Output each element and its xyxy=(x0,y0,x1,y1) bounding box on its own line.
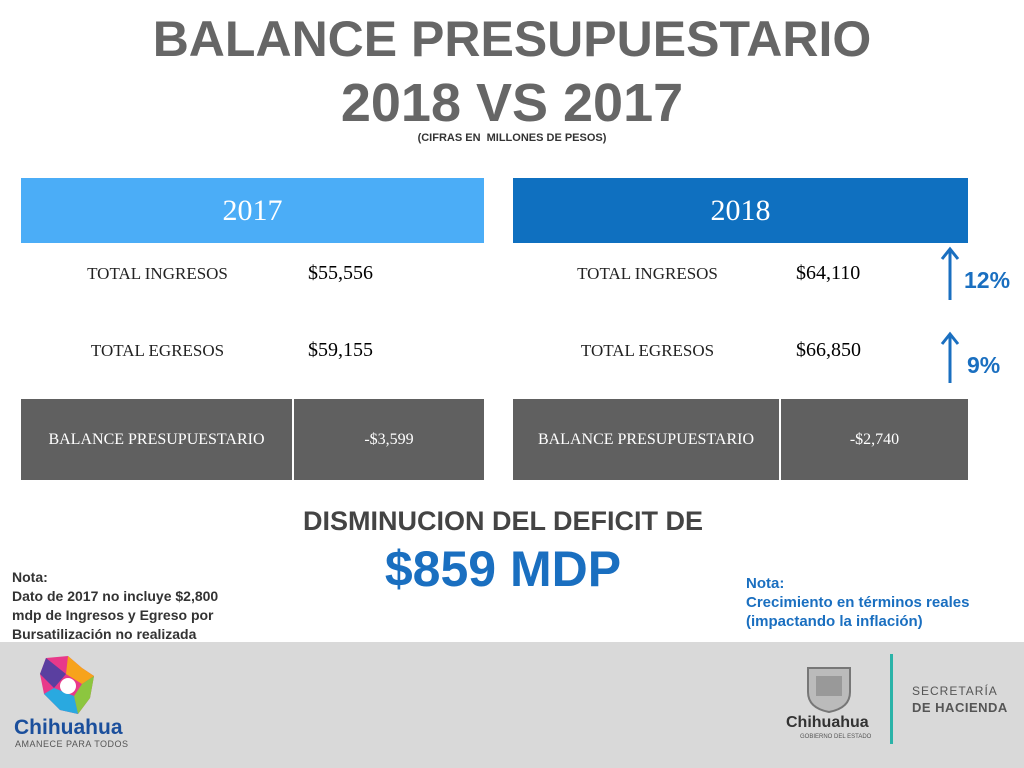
growth: 12% xyxy=(964,267,1011,293)
state-logo xyxy=(40,656,94,714)
arrows xyxy=(940,246,960,383)
gov-name: Chihuahua xyxy=(786,714,869,731)
note-line: Bursatilización no realizada xyxy=(12,626,197,642)
balance-label: BALANCE PRESUPUESTARIO xyxy=(513,399,781,480)
arrow-up xyxy=(940,246,960,300)
row-value: $64,110 xyxy=(796,262,861,284)
balance-value: -$2,740 xyxy=(849,430,900,448)
table-header: 2017 xyxy=(21,178,484,243)
footer: Chihuahua AMANECE PARA TODOS Chihuahua G… xyxy=(0,642,1024,768)
dept: SECRETARÍA xyxy=(912,684,998,698)
row-value: $55,556 xyxy=(308,262,373,284)
crest xyxy=(807,667,851,714)
logo-tagline: AMANECE PARA TODOS xyxy=(15,739,129,749)
table-header: 2018 xyxy=(513,178,968,243)
note-title: Nota: xyxy=(746,575,785,592)
balance-row: BALANCE PRESUPUESTARIO -$3,599 xyxy=(21,399,484,480)
note-line: mdp de Ingresos y Egreso por xyxy=(12,607,214,623)
dept: DE HACIENDA xyxy=(912,700,1008,715)
row-label: TOTAL EGRESOS xyxy=(90,341,225,360)
title: BALANCE PRESUPUESTARIO xyxy=(152,11,872,67)
note: Nota: Dato de 2017 no incluye $2,800 mdp… xyxy=(12,568,218,644)
note-line: Dato de 2017 no incluye $2,800 xyxy=(12,588,219,604)
summary-label: DISMINUCION DEL DEFICIT DE xyxy=(302,506,704,536)
row-label: TOTAL EGRESOS xyxy=(580,341,715,360)
note-title: Nota: xyxy=(12,569,48,585)
balance-label: BALANCE PRESUPUESTARIO xyxy=(21,399,294,480)
logo-name: Chihuahua xyxy=(14,716,123,739)
units: (CIFRAS EN MILLONES DE PESOS) xyxy=(417,132,607,144)
balance-row: BALANCE PRESUPUESTARIO -$2,740 xyxy=(513,399,968,480)
divider xyxy=(890,654,893,744)
row-label: TOTAL INGRESOS xyxy=(87,264,228,283)
growth: 9% xyxy=(967,352,1001,378)
row-value: $59,155 xyxy=(308,339,373,361)
row-label: TOTAL INGRESOS xyxy=(577,264,718,283)
note-line: Crecimiento en términos reales xyxy=(746,594,970,611)
row-value: $66,850 xyxy=(796,339,861,361)
arrow-up xyxy=(940,331,960,383)
note: Nota: Crecimiento en términos reales (im… xyxy=(746,574,969,631)
note-line: (impactando la inflación) xyxy=(746,613,923,630)
gov-tagline: GOBIERNO DEL ESTADO xyxy=(800,734,872,740)
subtitle: 2018 VS 2017 xyxy=(340,73,684,133)
balance-value: -$3,599 xyxy=(364,430,414,448)
summary-amount: $859 MDP xyxy=(384,541,622,597)
